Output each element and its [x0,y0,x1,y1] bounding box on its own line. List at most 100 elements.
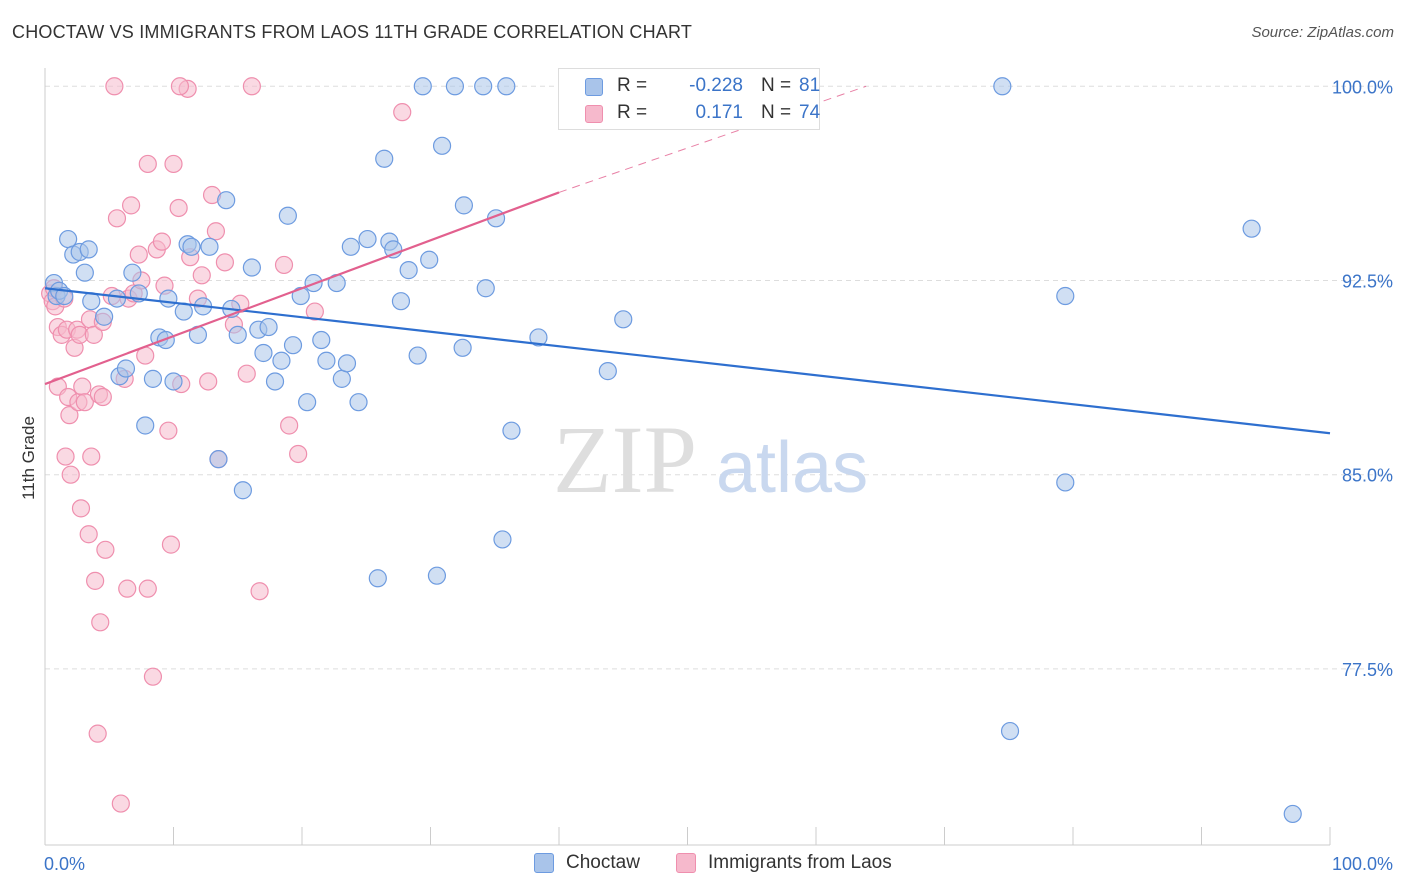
laos-point [105,77,124,96]
choctaw-point [79,240,98,259]
choctaw-point [242,258,261,277]
choctaw-point [123,263,142,282]
choctaw-point [159,289,178,308]
laos-swatch [585,105,603,123]
laos-point [192,266,211,285]
laos-point [289,444,308,464]
choctaw-point [209,450,228,469]
choctaw-point [332,369,351,388]
laos-point [88,724,107,743]
choctaw-point [1056,473,1075,492]
laos-point [129,245,148,264]
choctaw-point [164,372,183,391]
series-laos-points [41,77,412,813]
n-value: 81 [799,75,821,96]
laos-point [280,416,299,435]
choctaw-point [254,343,273,363]
choctaw-point [432,136,452,155]
watermark-zip: ZIP [553,406,697,513]
r-label: R = [617,75,648,96]
trend-lines [44,85,1331,435]
laos-point [82,447,101,466]
choctaw-point [75,263,94,282]
chart-title: CHOCTAW VS IMMIGRANTS FROM LAOS 11TH GRA… [12,22,693,42]
choctaw-point [413,77,432,96]
choctaw-point [182,237,201,256]
laos-point [215,253,234,272]
laos-point [143,667,163,686]
laos-point [84,325,103,344]
laos-point [159,421,178,440]
choctaw-point [474,77,493,96]
choctaw-point [278,206,297,225]
laos-label: Immigrants from Laos [708,852,892,873]
laos-point [75,393,94,412]
choctaw-label: Choctaw [566,852,640,873]
choctaw-point [454,196,474,215]
choctaw-point [312,330,331,350]
choctaw-swatch [585,78,603,96]
laos-point [242,77,261,96]
choctaw-point [1283,804,1302,824]
laos-point [393,103,412,122]
watermark-atlas: atlas [716,428,868,508]
laos-point [86,571,105,590]
choctaw-point [337,354,357,373]
y-axis-label: 11th Grade [19,416,38,500]
choctaw-point [1000,721,1020,741]
choctaw-point [453,338,472,357]
choctaw-point [95,307,114,326]
laos-point [199,372,218,391]
choctaw-point [217,191,236,210]
laos-point [164,154,183,174]
r-value: 0.171 [695,102,743,123]
n-label: N = [761,75,792,96]
laos-point [206,222,226,241]
laos-point [161,535,181,554]
choctaw-point [375,149,394,168]
laos-point [138,154,157,174]
choctaw-point [399,261,418,280]
axes [44,68,1331,846]
choctaw-point [298,393,317,412]
choctaw-swatch [534,853,554,873]
choctaw-point [529,328,548,347]
choctaw-point [408,346,427,365]
y-tick-label: 92.5% [1342,271,1393,291]
source-label: Source: ZipAtlas.com [1251,24,1394,41]
laos-point [274,255,294,275]
choctaw-point [368,569,387,588]
choctaw-point [283,336,303,355]
laos-point [121,196,141,215]
choctaw-point [228,325,247,344]
choctaw-point [502,421,521,440]
choctaw-point [420,250,439,269]
laos-point [73,377,92,396]
choctaw-trend-line [44,287,1331,435]
choctaw-point [493,530,512,549]
x-tick-label: 0.0% [44,854,85,874]
y-tick-label: 100.0% [1332,77,1393,97]
choctaw-point [598,362,617,381]
choctaw-point [259,317,278,337]
choctaw-point [143,369,163,388]
choctaw-point [497,77,516,96]
choctaw-point [358,229,377,249]
axis-labels: 100.0% 92.5% 85.0% 77.5% 0.0% 100.0% 11th Grad… [19,77,1393,874]
laos-point [138,579,157,598]
choctaw-point [200,237,219,256]
choctaw-point [116,359,136,378]
choctaw-point [445,77,465,96]
choctaw-point [349,393,368,412]
choctaw-point [1056,286,1075,306]
laos-point [96,540,115,559]
laos-point [237,364,256,383]
choctaw-point [476,279,495,298]
stats-legend: R = -0.228 N = 81 R = 0.171 N = 74 [558,68,820,130]
laos-point [111,794,130,813]
series-choctaw-points [44,77,1302,824]
laos-point [93,387,112,407]
laos-swatch [676,853,696,873]
choctaw-point [272,351,291,370]
